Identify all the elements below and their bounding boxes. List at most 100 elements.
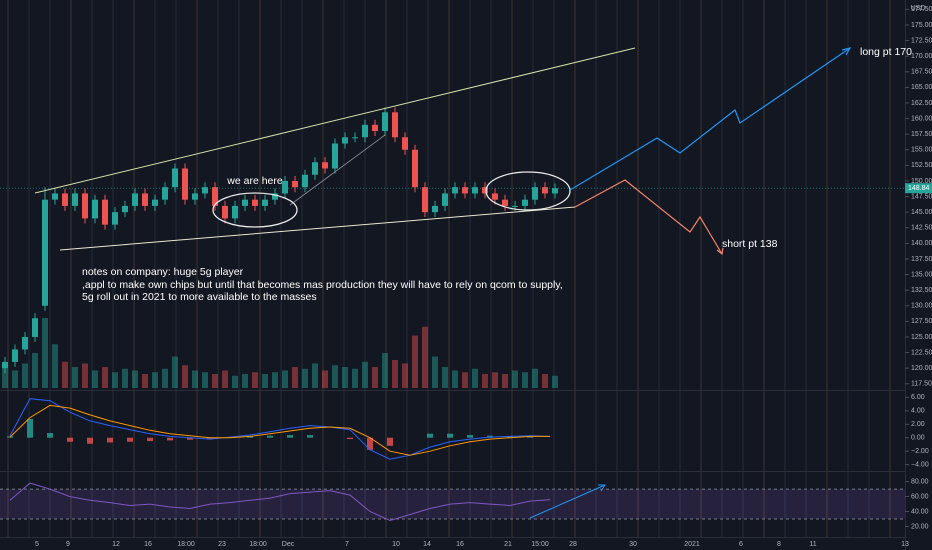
- volume-bar: [62, 361, 68, 388]
- x-tick-label: 23: [218, 541, 226, 548]
- volume-bar: [422, 326, 428, 388]
- y-tick-label: 127.50: [911, 318, 932, 325]
- candle-body: [182, 168, 188, 200]
- volume-bar: [112, 372, 118, 388]
- annotation: long pt 170: [860, 46, 912, 58]
- candle-body: [492, 193, 498, 200]
- y-tick-label: 140.00: [911, 240, 932, 247]
- note-line: notes on company: huge 5g player: [82, 266, 244, 278]
- y-tick-label: 147.50: [911, 193, 932, 200]
- candle-body: [322, 162, 328, 169]
- volume-bar: [122, 368, 128, 388]
- x-tick-label: 28: [569, 541, 577, 548]
- y-tick-label: 152.50: [911, 162, 932, 169]
- histogram-bar: [67, 437, 73, 442]
- candle-body: [362, 124, 368, 138]
- x-tick-label: 12: [112, 541, 120, 548]
- candle-body: [142, 193, 148, 206]
- signal-line: [9, 404, 550, 456]
- y-tick-label: 162.50: [911, 100, 932, 107]
- candle-body: [52, 193, 58, 200]
- candle-body: [292, 180, 298, 188]
- candle-body: [472, 187, 478, 194]
- y-tick-label: 122.50: [911, 349, 932, 356]
- volume-bar: [22, 363, 28, 388]
- volume-bar: [182, 365, 188, 388]
- histogram-bar: [427, 433, 433, 438]
- volume-bar: [322, 370, 328, 388]
- candle-body: [272, 193, 278, 200]
- candle-body: [22, 336, 28, 350]
- volume-bar: [132, 370, 138, 388]
- note-line: 5g roll out in 2021 to more available to…: [82, 291, 317, 303]
- candle-body: [532, 187, 538, 200]
- volume-bar: [102, 367, 108, 388]
- volume-bar: [442, 367, 448, 388]
- histogram-bar: [167, 437, 173, 441]
- x-tick-label: 11: [809, 541, 816, 548]
- candle-body: [452, 187, 458, 194]
- histogram-bar: [267, 435, 273, 438]
- y-tick-label: 60.00: [911, 493, 929, 500]
- candle-body: [232, 205, 238, 219]
- volume-bar: [222, 370, 228, 388]
- volume-bar: [552, 375, 558, 388]
- volume-bar: [12, 370, 18, 388]
- note-line: ,appl to make own chips but until that b…: [82, 279, 563, 291]
- candle-body: [462, 187, 468, 194]
- candle-body: [172, 168, 178, 188]
- candle-body: [242, 199, 248, 206]
- histogram-bar: [287, 435, 293, 438]
- volume-bar: [502, 374, 508, 388]
- annotation: we are here: [226, 175, 283, 187]
- candle-body: [122, 205, 128, 213]
- x-tick-label: 15:00: [531, 541, 549, 548]
- histogram-bar: [447, 433, 453, 438]
- candle-body: [502, 199, 508, 206]
- arrow-head: [841, 47, 852, 56]
- candle-body: [372, 124, 378, 132]
- histogram-bar: [187, 437, 193, 440]
- x-tick-label: 30: [629, 541, 637, 548]
- volume-bar: [472, 368, 478, 388]
- volume-bar: [282, 370, 288, 388]
- session-lines: [7, 0, 891, 537]
- x-tick-label: 8: [777, 541, 781, 548]
- y-tick-label: 125.00: [911, 334, 932, 341]
- x-tick-label: 5: [35, 541, 39, 548]
- y-tick-label: 130.00: [911, 303, 932, 310]
- histogram-bar: [127, 437, 133, 442]
- histogram-bar: [147, 437, 153, 442]
- volume-bar: [512, 370, 518, 388]
- candle-body: [202, 187, 208, 194]
- candle-body: [192, 193, 198, 200]
- histogram-bar: [47, 433, 53, 438]
- candle-body: [222, 205, 228, 219]
- candle-body: [102, 199, 108, 225]
- candle-body: [422, 187, 428, 213]
- y-tick-label: 6.00: [911, 394, 925, 401]
- x-tick-label: 16: [144, 541, 152, 548]
- y-tick-label: 142.50: [911, 225, 932, 232]
- arrow-head: [716, 247, 724, 256]
- candle-body: [82, 193, 88, 219]
- last-price-label: 148.84: [908, 185, 930, 192]
- candle-body: [542, 187, 548, 194]
- volume-bar: [252, 372, 258, 388]
- candle-body: [302, 174, 308, 188]
- volume-bar: [52, 344, 58, 388]
- volume-bar: [82, 363, 88, 388]
- x-tick-label: 6: [739, 541, 743, 548]
- candle-body: [2, 361, 8, 369]
- y-tick-label: 155.00: [911, 147, 932, 154]
- histogram-bar: [87, 437, 93, 444]
- x-tick-label: 13: [901, 541, 909, 548]
- x-tick-label: 14: [423, 541, 431, 548]
- candle-body: [152, 199, 158, 206]
- candle-body: [482, 187, 488, 194]
- y-tick-label: 165.00: [911, 84, 932, 91]
- volume-bar: [522, 372, 528, 388]
- volume-bar: [372, 367, 378, 388]
- y-tick-label: 80.00: [911, 478, 929, 485]
- y-tick-label: 150.00: [911, 178, 932, 185]
